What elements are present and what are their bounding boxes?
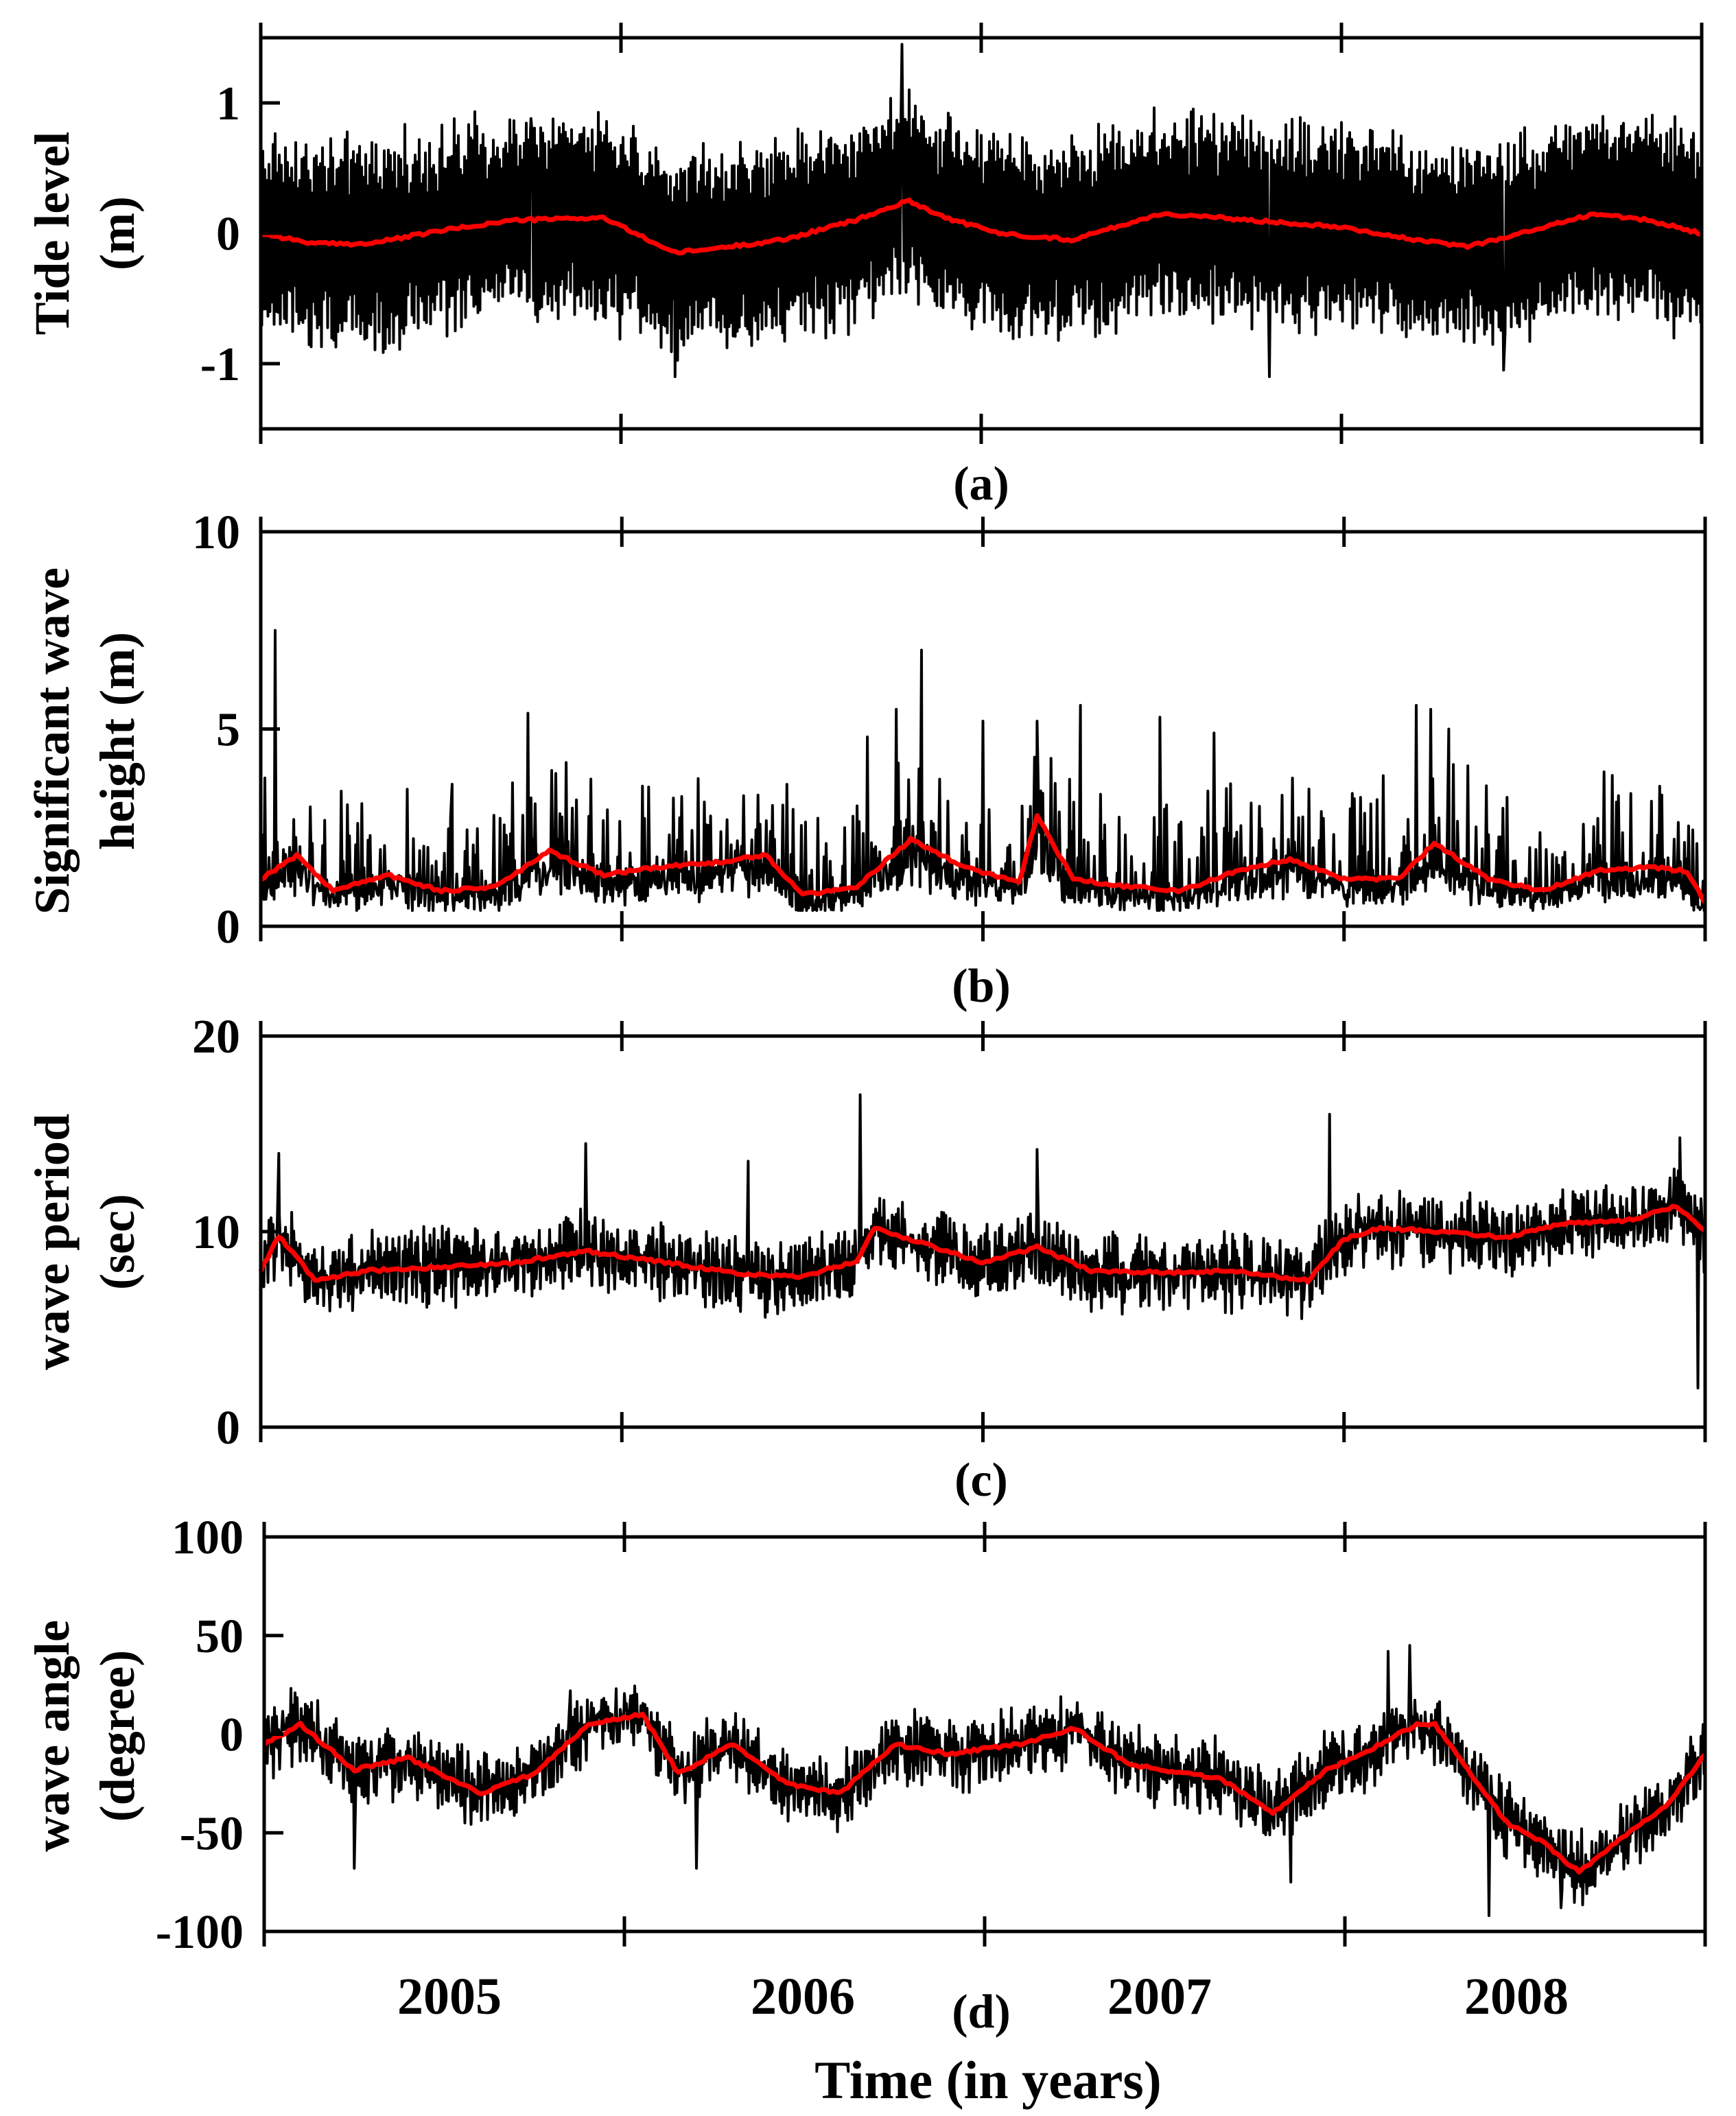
panel-c-ytick-label: 0: [216, 1402, 240, 1455]
panel-a-traces: [259, 43, 1703, 378]
panel-c-raw-series: [259, 1093, 1706, 1389]
panel-c-ylabel-line2: (sec): [90, 1194, 145, 1290]
panel-b-label: (b): [952, 960, 1011, 1013]
panel-c-label: (c): [954, 1454, 1008, 1507]
year-label-2008: 2008: [1464, 1968, 1569, 2025]
panel-a-ytick-label: -1: [200, 338, 240, 391]
panel-d-ytick-label: -50: [180, 1807, 244, 1860]
panel-a-raw-series: [259, 43, 1703, 378]
panel-a-ytick-label: 0: [216, 208, 240, 261]
x-axis-title: Time (in years): [814, 2050, 1161, 2110]
panel-d-ylabel-line2: (degree): [90, 1650, 145, 1822]
panel-c: 0 10 20 wave period (sec) (c): [25, 1011, 1707, 1507]
panel-d-ytick-label: 0: [220, 1709, 244, 1762]
panel-d-label: (d): [952, 1986, 1011, 2038]
year-label-2007: 2007: [1107, 1968, 1212, 2025]
panel-d-traces: [262, 1644, 1707, 1917]
panel-d-raw-series: [263, 1644, 1706, 1917]
panel-a-ylabel-line2: (m): [90, 196, 145, 270]
panel-b-smoothed-series: [259, 813, 1707, 904]
panel-d-smoothed-series: [262, 1711, 1707, 1875]
panel-b: 0 5 10 Significant wave height (m) (b): [25, 506, 1707, 1013]
panel-b-traces: [259, 628, 1707, 912]
panel-c-ylabel-line1: wave period: [25, 1114, 80, 1370]
panel-b-ytick-label: 0: [216, 901, 240, 954]
panel-b-axes: 0 5 10: [192, 506, 1707, 954]
panel-d-ytick-label: -100: [156, 1906, 244, 1959]
panel-d-axes: -100 -50 0 50 100: [156, 1512, 1707, 1959]
panel-a-axes: -1 0 1: [200, 23, 1704, 444]
panel-b-ylabel-line2: height (m): [90, 632, 145, 850]
panel-c-axes: 0 10 20: [192, 1011, 1707, 1455]
panel-b-ytick-label: 5: [216, 704, 240, 757]
panel-b-ytick-label: 10: [192, 506, 240, 559]
panel-c-ytick-label: 20: [192, 1011, 240, 1063]
panel-b-ylabel-line1: Significant wave: [25, 567, 80, 915]
panel-c-traces: [258, 1093, 1706, 1389]
panel-d-ytick-label: 100: [172, 1512, 244, 1564]
panel-a-ylabel-line1: Tide level: [25, 132, 80, 336]
panel-d-ytick-label: 50: [196, 1610, 244, 1663]
panel-a-smoothed-series: [260, 198, 1702, 256]
panel-d-ylabel-line1: wave angle: [25, 1620, 80, 1852]
panel-a-ytick-label: 1: [216, 78, 240, 130]
panel-a-label: (a): [953, 458, 1009, 510]
year-label-2005: 2005: [397, 1968, 502, 2025]
panel-d: -100 -50 0 50 100 wave angle (degree) (d): [25, 1512, 1707, 2038]
year-label-2006: 2006: [751, 1968, 855, 2025]
panel-a: -1 0 1 Tide level (m) (a): [25, 23, 1704, 510]
panel-b-raw-series: [259, 628, 1706, 912]
panel-c-ytick-label: 10: [192, 1206, 240, 1259]
panel-c-smoothed-series: [258, 1203, 1706, 1284]
